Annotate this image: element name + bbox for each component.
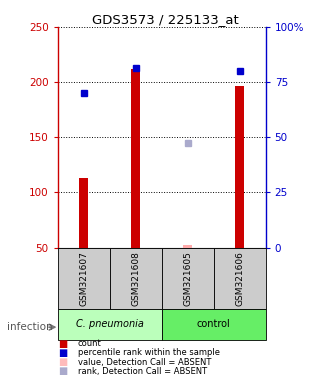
Text: ■: ■ (58, 366, 67, 376)
Text: infection: infection (7, 322, 52, 332)
Bar (162, 309, 266, 340)
Text: GSM321608: GSM321608 (131, 251, 140, 306)
Text: C. pneumonia: C. pneumonia (76, 319, 144, 329)
Bar (235, 86, 244, 248)
Bar (58, 248, 110, 309)
Text: GSM321607: GSM321607 (79, 251, 88, 306)
Text: GSM321606: GSM321606 (235, 251, 244, 306)
Text: percentile rank within the sample: percentile rank within the sample (78, 348, 219, 358)
Text: ■: ■ (58, 357, 67, 367)
Bar (162, 248, 214, 309)
Bar (214, 248, 266, 309)
Bar (110, 248, 162, 309)
Text: GSM321605: GSM321605 (183, 251, 192, 306)
Text: rank, Detection Call = ABSENT: rank, Detection Call = ABSENT (78, 367, 207, 376)
Bar (79, 178, 88, 248)
Text: ■: ■ (58, 339, 67, 349)
Bar (131, 69, 140, 248)
Text: GDS3573 / 225133_at: GDS3573 / 225133_at (92, 13, 238, 26)
Text: count: count (78, 339, 101, 348)
Text: ■: ■ (58, 348, 67, 358)
Text: value, Detection Call = ABSENT: value, Detection Call = ABSENT (78, 358, 211, 367)
Bar (58, 309, 162, 340)
Text: control: control (197, 319, 231, 329)
Bar (183, 245, 192, 248)
